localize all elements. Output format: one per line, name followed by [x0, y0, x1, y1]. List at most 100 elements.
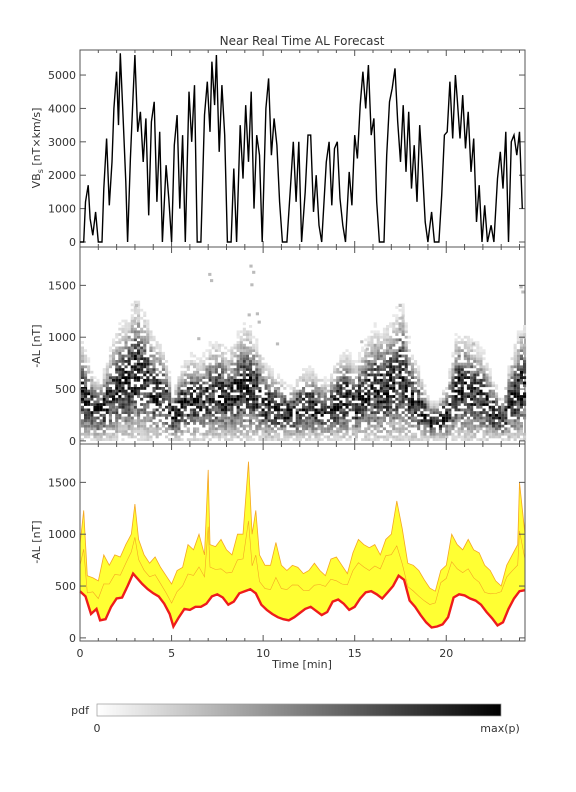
- pdf-cell: [314, 413, 318, 417]
- pdf-cell: [193, 362, 197, 366]
- pdf-cell: [485, 411, 489, 414]
- pdf-cell: [342, 376, 346, 379]
- pdf-cell: [382, 341, 386, 344]
- pdf-cell: [373, 333, 377, 336]
- pdf-cell: [519, 405, 523, 409]
- pdf-cell: [249, 397, 253, 401]
- pdf-cell: [317, 392, 321, 396]
- pdf-cell: [376, 419, 380, 423]
- pdf-cell: [127, 422, 131, 425]
- pdf-cell: [395, 373, 399, 377]
- pdf-cell: [454, 403, 458, 406]
- pdf-cell: [211, 408, 215, 412]
- pdf-cell: [230, 405, 234, 409]
- pdf-cell: [392, 376, 396, 379]
- pdf-cell: [373, 362, 377, 366]
- pdf-cell: [224, 360, 228, 363]
- pdf-cell: [115, 411, 119, 414]
- pdf-cell: [376, 416, 380, 420]
- pdf-cell: [513, 427, 517, 431]
- pdf-cell: [143, 346, 147, 350]
- pdf-cell: [373, 416, 377, 420]
- pdf-cell: [448, 411, 452, 414]
- pdf-cell: [345, 378, 349, 382]
- pdf-cell: [115, 365, 119, 369]
- pdf-cell: [395, 351, 399, 355]
- pdf-cell: [345, 349, 349, 352]
- pdf-cell: [504, 397, 508, 401]
- pdf-cell: [488, 389, 492, 393]
- pdf-cell: [373, 419, 377, 423]
- panel-forecast-frame: [79, 443, 526, 642]
- pdf-cell: [457, 354, 461, 358]
- pdf-cell: [108, 405, 112, 409]
- pdf-cell: [361, 360, 365, 363]
- pdf-cell: [389, 432, 393, 436]
- pdf-cell: [479, 389, 483, 393]
- pdf-cell: [376, 338, 380, 342]
- pdf-cell: [460, 435, 464, 439]
- pdf-cell: [80, 357, 84, 361]
- pdf-cell: [199, 432, 203, 436]
- pdf-cell: [364, 338, 368, 342]
- pdf-cell: [466, 346, 470, 350]
- pdf-cell: [386, 392, 390, 396]
- pdf-cell: [193, 422, 197, 425]
- pdf-cell: [389, 413, 393, 417]
- pdf-cell: [245, 430, 249, 433]
- pdf-cell: [137, 408, 141, 412]
- pdf-cell: [454, 384, 458, 388]
- pdf-cell: [90, 432, 94, 436]
- pdf-cell: [473, 389, 477, 393]
- pdf-cell: [404, 408, 408, 412]
- pdf-cell: [130, 430, 134, 433]
- pdf-cell: [401, 306, 405, 309]
- pdf-cell: [289, 400, 293, 404]
- pdf-cell: [457, 368, 461, 371]
- pdf-cell: [267, 403, 271, 406]
- pdf-cell: [398, 370, 402, 374]
- pdf-cell: [395, 365, 399, 369]
- pdf-cell: [485, 395, 489, 398]
- pdf-cell: [155, 368, 159, 371]
- pdf-cell: [96, 387, 100, 390]
- pdf-cell: [333, 370, 337, 374]
- pdf-cell: [482, 408, 486, 412]
- pdf-cell: [137, 368, 141, 371]
- pdf-cell: [448, 432, 452, 436]
- pdf-cell: [320, 400, 324, 404]
- pdf-cell: [454, 362, 458, 366]
- pdf-cell: [174, 416, 178, 420]
- pdf-cell: [230, 357, 234, 361]
- pdf-outlier-cell: [133, 319, 137, 323]
- pdf-cell: [479, 400, 483, 404]
- pdf-cell: [305, 373, 309, 377]
- pdf-cell: [460, 373, 464, 377]
- pdf-cell: [367, 400, 371, 404]
- pdf-cell: [376, 400, 380, 404]
- pdf-cell: [351, 416, 355, 420]
- pdf-cell: [401, 333, 405, 336]
- pdf-cell: [84, 400, 88, 404]
- pdf-cell: [442, 438, 446, 441]
- pdf-cell: [115, 424, 119, 428]
- pdf-cell: [386, 351, 390, 355]
- pdf-cell: [199, 419, 203, 423]
- pdf-cell: [80, 395, 84, 398]
- pdf-cell: [479, 378, 483, 382]
- pdf-cell: [242, 387, 246, 390]
- pdf-cell: [389, 430, 393, 433]
- pdf-cell: [513, 432, 517, 436]
- pdf-cell: [84, 381, 88, 385]
- pdf-cell: [448, 368, 452, 371]
- pdf-cell: [208, 424, 212, 428]
- pdf-cell: [202, 392, 206, 396]
- pdf-cell: [358, 373, 362, 377]
- pdf-cell: [392, 357, 396, 361]
- pdf-cell: [196, 395, 200, 398]
- pdf-cell: [314, 411, 318, 414]
- pdf-cell: [463, 354, 467, 358]
- pdf-cell: [401, 341, 405, 344]
- pdf-cell: [426, 424, 430, 428]
- pdf-cell: [239, 400, 243, 404]
